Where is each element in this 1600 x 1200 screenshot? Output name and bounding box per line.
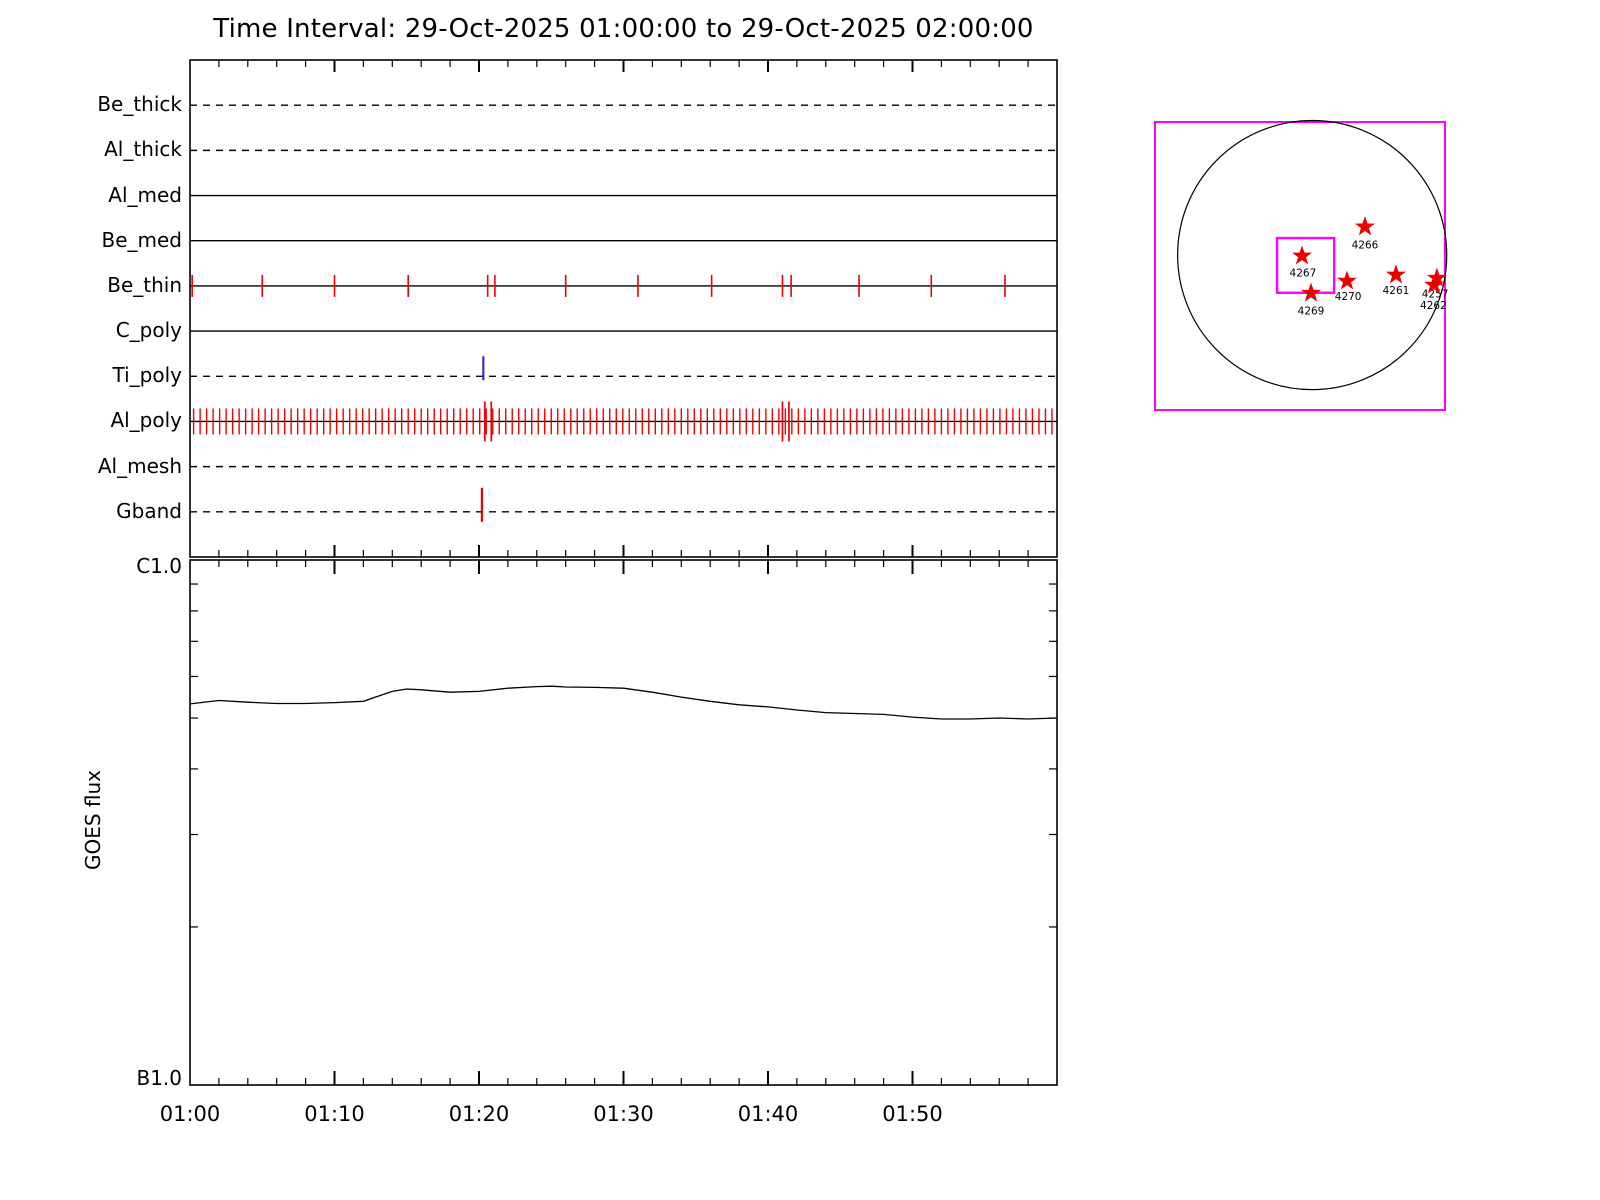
- xrt-fov-box: [1275, 236, 1336, 294]
- active-region-star-4270: [1336, 270, 1357, 290]
- filter-row-label-Al_med: Al_med: [108, 182, 182, 207]
- solar-limb-circle: [1177, 119, 1448, 391]
- active-region-star-4262: [1423, 274, 1444, 294]
- filter-row-label-C_poly: C_poly: [115, 318, 182, 343]
- active-region-label-4269: 4269: [1298, 305, 1325, 317]
- x-axis-tick-label: 01:20: [448, 1102, 510, 1126]
- active-region-label-4262: 4262: [1420, 300, 1447, 312]
- filter-row-label-Al_thick: Al_thick: [104, 137, 182, 162]
- active-region-label-4270: 4270: [1335, 291, 1362, 303]
- x-axis-tick-label: 01:10: [304, 1102, 365, 1126]
- filter-row-label-Al_mesh: Al_mesh: [97, 453, 182, 478]
- goes-y-axis-bottom-label: B1.0: [136, 1066, 182, 1090]
- active-region-label-4261: 4261: [1383, 285, 1410, 297]
- map-outer-fov-box: [1154, 121, 1446, 411]
- x-axis-tick-label: 01:00: [159, 1102, 221, 1126]
- x-axis-tick-label: 01:50: [882, 1102, 943, 1126]
- goes-y-axis-top-label: C1.0: [136, 554, 182, 578]
- filter-row-label-Be_med: Be_med: [101, 227, 182, 252]
- goes-flux-curve: [189, 685, 1058, 720]
- x-axis-tick-label: 01:40: [737, 1102, 799, 1126]
- goes-panel-border: [189, 559, 1058, 1086]
- plot-title: Time Interval: 29-Oct-2025 01:00:00 to 2…: [213, 14, 1034, 44]
- filter-row-label-Al_poly: Al_poly: [110, 408, 182, 433]
- active-region-star-4269: [1301, 282, 1322, 302]
- filter-row-label-Gband: Gband: [116, 498, 182, 523]
- active-region-label-4267: 4267: [1290, 268, 1317, 280]
- filter-row-label-Ti_poly: Ti_poly: [112, 363, 182, 388]
- filter-row-label-Be_thick: Be_thick: [97, 92, 182, 117]
- active-region-star-4267: [1292, 245, 1313, 265]
- filter-row-label-Be_thin: Be_thin: [107, 272, 182, 297]
- x-axis-tick-label: 01:30: [593, 1102, 654, 1126]
- active-region-star-4266: [1354, 216, 1375, 236]
- active-region-label-4257: 4257: [1422, 289, 1449, 301]
- active-region-label-4266: 4266: [1352, 240, 1379, 252]
- active-region-star-4261: [1385, 264, 1406, 284]
- timeline-panel-border: [189, 59, 1058, 558]
